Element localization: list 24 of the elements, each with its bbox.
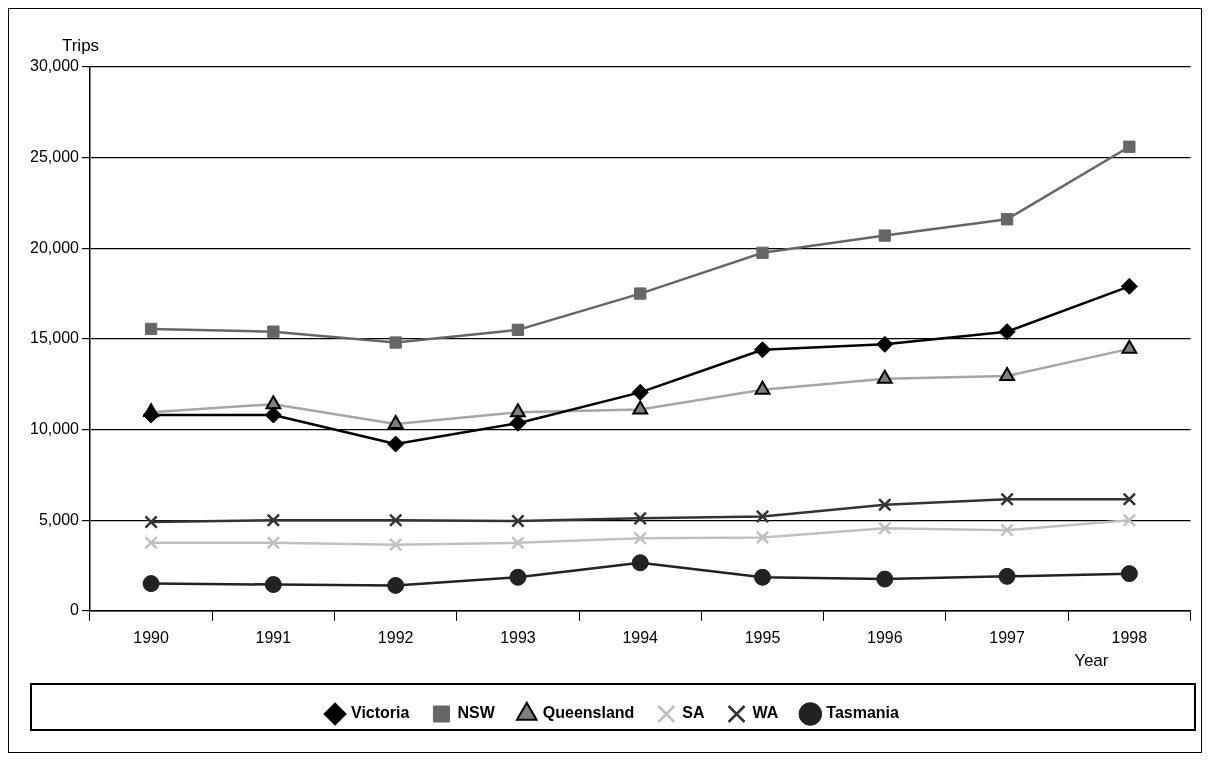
x-axis-title: Year xyxy=(1074,650,1109,670)
y-tick-label: 10,000 xyxy=(30,419,80,437)
legend-label: SA xyxy=(682,704,706,722)
x-tick-label: 1992 xyxy=(377,628,414,646)
x-tick-label: 1993 xyxy=(500,628,536,646)
x-tick-label: 1995 xyxy=(744,628,781,646)
x-tick-label: 1998 xyxy=(1111,628,1148,646)
x-tick-label: 1990 xyxy=(133,628,169,646)
y-tick-label: 25,000 xyxy=(30,148,80,166)
x-tick-label: 1997 xyxy=(989,628,1025,646)
y-tick-label: 0 xyxy=(70,601,80,619)
legend-label: Tasmania xyxy=(826,704,900,722)
legend-label: Queensland xyxy=(542,704,635,722)
legend-label: WA xyxy=(752,704,779,722)
legend-label: Victoria xyxy=(351,704,410,722)
y-tick-label: 20,000 xyxy=(30,238,80,256)
y-tick-label: 5,000 xyxy=(38,510,80,528)
x-tick-label: 1991 xyxy=(255,628,292,646)
legend-label: NSW xyxy=(457,704,496,722)
x-tick-label: 1994 xyxy=(622,628,659,646)
y-tick-label: 30,000 xyxy=(30,57,80,75)
y-axis-title: Trips xyxy=(61,36,100,56)
x-tick-label: 1996 xyxy=(866,628,903,646)
y-tick-label: 15,000 xyxy=(30,329,80,347)
